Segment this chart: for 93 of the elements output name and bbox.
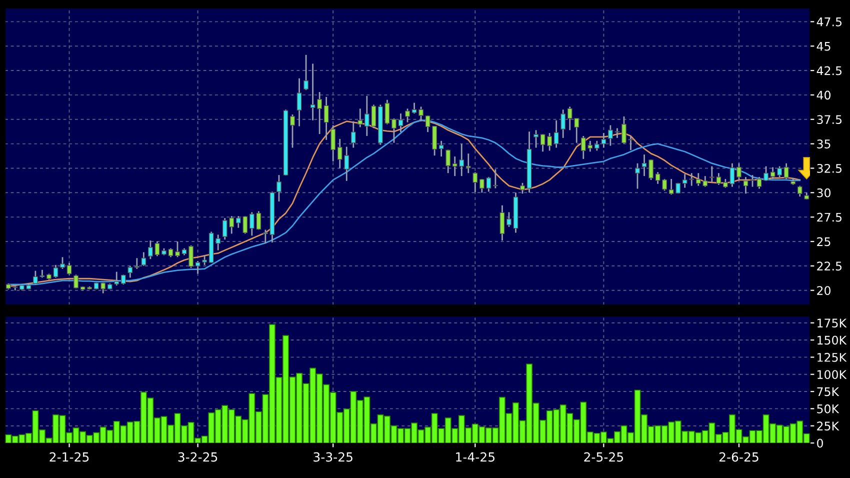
y-tick-label: 22.5 bbox=[817, 262, 842, 271]
candlestick bbox=[405, 108, 410, 123]
candlestick bbox=[175, 240, 180, 258]
candlestick bbox=[608, 124, 613, 146]
candlestick bbox=[601, 132, 606, 148]
y-tick-label: 25K bbox=[817, 422, 840, 430]
candlestick bbox=[756, 176, 762, 190]
y-tick-label: 40 bbox=[816, 90, 830, 100]
y-tick-label: 0 bbox=[817, 438, 823, 448]
candlestick bbox=[540, 133, 546, 152]
candlestick bbox=[188, 244, 194, 269]
candlestick bbox=[736, 162, 742, 181]
y-tick-label: 20 bbox=[817, 286, 830, 295]
y-tick-label: 37.5 bbox=[817, 115, 842, 124]
candlestick bbox=[120, 274, 126, 286]
candlestick bbox=[32, 270, 38, 286]
y-tick-label: 125K bbox=[818, 352, 847, 362]
candlestick bbox=[797, 185, 802, 198]
y-tick-label: 47.5 bbox=[816, 18, 842, 26]
y-tick-label: 45 bbox=[816, 42, 830, 51]
candlestick bbox=[648, 158, 654, 181]
candlestick bbox=[384, 99, 390, 125]
candlestick bbox=[60, 256, 65, 270]
candlestick bbox=[438, 140, 444, 158]
candlestick bbox=[642, 154, 647, 177]
candlestick bbox=[290, 114, 295, 148]
candlestick bbox=[466, 152, 471, 174]
candlestick bbox=[418, 106, 424, 122]
x-tick-label: 1-4-25 bbox=[456, 452, 494, 462]
candlestick bbox=[310, 62, 316, 122]
candlestick bbox=[195, 260, 200, 274]
candlestick bbox=[66, 262, 72, 276]
candlestick bbox=[534, 129, 538, 148]
y-tick-label: 175K bbox=[818, 318, 847, 328]
candlestick bbox=[74, 274, 78, 290]
candlestick bbox=[128, 265, 133, 278]
candlestick bbox=[614, 127, 620, 139]
candlestick bbox=[398, 112, 404, 133]
candlestick bbox=[777, 166, 782, 178]
x-tick-label: 2-5-25 bbox=[584, 452, 623, 462]
candlestick bbox=[560, 108, 566, 139]
candlestick bbox=[202, 254, 208, 266]
x-tick-label: 3-2-25 bbox=[178, 452, 218, 462]
candlestick bbox=[784, 162, 789, 180]
candlestick bbox=[141, 252, 146, 267]
candlestick bbox=[547, 132, 552, 152]
candlestick bbox=[350, 120, 356, 148]
candlestick bbox=[635, 162, 640, 190]
candlestick bbox=[594, 140, 600, 152]
candlestick bbox=[304, 54, 308, 91]
y-tick-label: 30 bbox=[817, 188, 830, 198]
candlestick bbox=[276, 174, 282, 202]
candlestick bbox=[506, 211, 512, 228]
x-tick-label: 3-3-25 bbox=[314, 452, 352, 462]
y-tick-label: 150K bbox=[818, 336, 847, 345]
x-tick-label: 2-1-25 bbox=[50, 452, 89, 462]
candlestick bbox=[622, 116, 626, 144]
candlestick bbox=[662, 178, 668, 192]
y-tick-label: 32.5 bbox=[817, 164, 842, 173]
candlestick bbox=[392, 118, 396, 144]
y-tick-label: 42.5 bbox=[816, 66, 842, 76]
y-tick-label: 35 bbox=[817, 140, 830, 148]
candlestick bbox=[492, 168, 498, 189]
candlestick bbox=[446, 148, 451, 174]
candlestick bbox=[262, 229, 268, 244]
candlestick bbox=[764, 166, 768, 182]
candlestick bbox=[296, 78, 302, 127]
candlestick bbox=[432, 126, 438, 156]
candlestick bbox=[358, 108, 363, 128]
candlestick bbox=[324, 96, 329, 141]
candlestick bbox=[53, 264, 58, 278]
candlestick bbox=[317, 91, 322, 135]
y-tick-label: 25 bbox=[817, 237, 830, 246]
y-tick-label: 27.5 bbox=[817, 212, 842, 222]
candlestick bbox=[743, 176, 748, 194]
y-tick-label: 75K bbox=[817, 387, 840, 396]
candlestick bbox=[134, 257, 140, 270]
candlestick bbox=[770, 166, 776, 180]
candlestick bbox=[554, 120, 559, 148]
candlestick bbox=[425, 114, 430, 133]
candlestick bbox=[330, 124, 336, 162]
candlestick bbox=[730, 162, 735, 188]
y-tick-label: 50K bbox=[817, 404, 840, 414]
y-tick-label: 100K bbox=[818, 370, 847, 380]
candlestick bbox=[472, 171, 478, 193]
candlestick bbox=[154, 240, 160, 257]
candlestick bbox=[148, 240, 153, 260]
candlestick bbox=[412, 102, 417, 114]
candlestick bbox=[500, 204, 505, 242]
candlestick bbox=[520, 182, 525, 194]
x-tick-label: 2-6-25 bbox=[719, 452, 758, 462]
candlestick bbox=[750, 174, 755, 188]
candlestick bbox=[655, 171, 660, 185]
